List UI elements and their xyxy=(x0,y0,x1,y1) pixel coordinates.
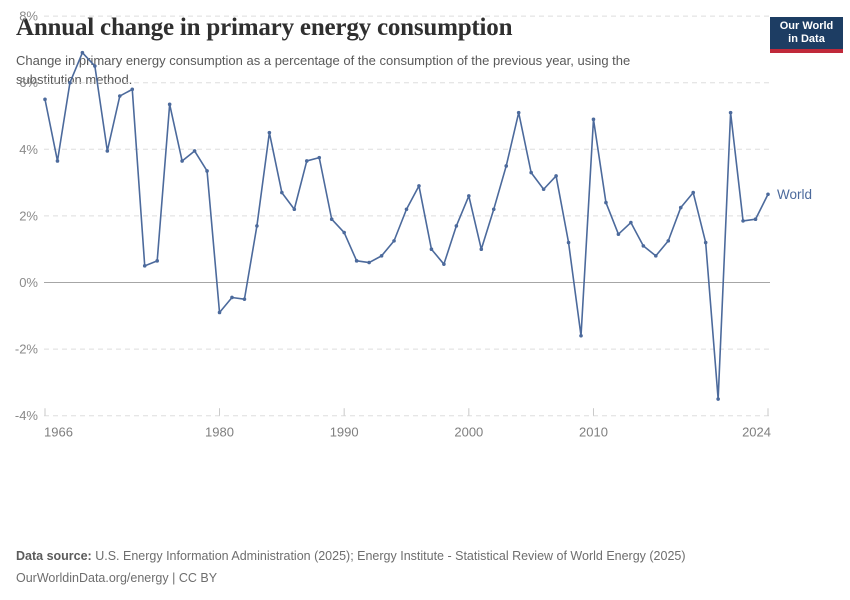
x-axis-label: 2000 xyxy=(454,425,483,440)
data-point-marker[interactable] xyxy=(105,149,110,153)
data-point-marker[interactable] xyxy=(280,190,284,195)
data-point-marker[interactable] xyxy=(192,149,197,153)
data-point-marker[interactable] xyxy=(678,205,683,210)
y-axis-label: 8% xyxy=(19,9,38,24)
data-point-marker[interactable] xyxy=(616,232,621,237)
data-point-marker[interactable] xyxy=(93,64,97,68)
data-point-marker[interactable] xyxy=(604,200,608,205)
data-source-label: Data source: xyxy=(16,549,92,563)
data-point-marker[interactable] xyxy=(554,174,558,178)
data-source-text: U.S. Energy Information Administration (… xyxy=(95,549,686,563)
data-point-marker[interactable] xyxy=(716,397,720,401)
data-point-marker[interactable] xyxy=(379,254,384,258)
x-axis-label: 1990 xyxy=(330,425,359,440)
y-axis-label: 2% xyxy=(19,208,38,223)
data-point-marker[interactable] xyxy=(367,260,371,265)
data-point-marker[interactable] xyxy=(217,310,222,315)
data-point-marker[interactable] xyxy=(392,239,396,243)
data-point-marker[interactable] xyxy=(703,240,708,245)
x-axis-label: 2010 xyxy=(579,425,608,440)
chart-subtitle-line2: substitution method. xyxy=(16,72,133,87)
data-point-marker[interactable] xyxy=(155,259,159,263)
data-point-marker[interactable] xyxy=(766,192,770,197)
license-separator: | xyxy=(172,571,176,585)
data-point-marker[interactable] xyxy=(117,94,122,98)
data-point-marker[interactable] xyxy=(479,247,484,252)
data-point-marker[interactable] xyxy=(329,217,334,222)
owid-url-link[interactable]: OurWorldinData.org/energy xyxy=(16,571,169,585)
data-point-marker[interactable] xyxy=(741,219,745,223)
data-point-marker[interactable] xyxy=(342,230,346,235)
data-point-marker[interactable] xyxy=(491,207,496,212)
data-point-marker[interactable] xyxy=(417,184,421,188)
y-axis-label: -4% xyxy=(15,408,39,423)
data-point-marker[interactable] xyxy=(292,207,297,212)
x-axis-label: 1980 xyxy=(205,425,234,440)
owid-logo[interactable]: Our World in Data xyxy=(770,17,843,53)
data-point-marker[interactable] xyxy=(541,187,546,192)
data-point-marker[interactable] xyxy=(142,264,147,268)
data-point-marker[interactable] xyxy=(242,297,247,301)
license-line: OurWorldinData.org/energy | CC BY xyxy=(16,567,816,589)
data-point-marker[interactable] xyxy=(591,117,596,122)
data-point-marker[interactable] xyxy=(728,110,733,115)
data-point-marker[interactable] xyxy=(180,159,184,163)
data-point-marker[interactable] xyxy=(230,295,234,300)
data-point-marker[interactable] xyxy=(130,87,135,92)
data-point-marker[interactable] xyxy=(304,159,309,163)
data-point-marker[interactable] xyxy=(504,164,509,168)
data-point-marker[interactable] xyxy=(80,50,85,55)
data-point-marker[interactable] xyxy=(467,194,471,198)
x-axis-label: 1966 xyxy=(44,425,73,440)
data-point-marker[interactable] xyxy=(255,224,259,228)
data-point-marker[interactable] xyxy=(654,254,658,258)
data-point-marker[interactable] xyxy=(354,259,359,263)
data-point-marker[interactable] xyxy=(55,159,60,163)
data-point-marker[interactable] xyxy=(404,207,409,212)
owid-logo-line2: in Data xyxy=(788,33,825,45)
data-point-marker[interactable] xyxy=(205,169,209,173)
data-point-marker[interactable] xyxy=(267,130,272,135)
world-series-label[interactable]: World xyxy=(777,187,812,202)
y-axis-label: -2% xyxy=(15,342,39,357)
data-point-marker[interactable] xyxy=(442,262,446,266)
license-link[interactable]: CC BY xyxy=(178,571,218,585)
chart-footer: Data source: U.S. Energy Information Adm… xyxy=(16,545,816,589)
data-point-marker[interactable] xyxy=(579,333,583,338)
data-point-marker[interactable] xyxy=(666,239,671,243)
data-source-line: Data source: U.S. Energy Information Adm… xyxy=(16,545,816,567)
data-point-marker[interactable] xyxy=(753,217,758,222)
data-point-marker[interactable] xyxy=(317,155,322,160)
chart-subtitle: Change in primary energy consumption as … xyxy=(16,51,756,89)
data-point-marker[interactable] xyxy=(529,170,533,175)
y-axis-label: 6% xyxy=(19,75,38,90)
data-point-marker[interactable] xyxy=(566,240,571,245)
data-point-marker[interactable] xyxy=(429,247,434,252)
data-point-marker[interactable] xyxy=(43,97,47,102)
data-point-marker[interactable] xyxy=(629,220,633,225)
page-title: Annual change in primary energy consumpt… xyxy=(16,14,513,41)
chart-canvas[interactable]: 8% 6% 4% 2% 0% -2% -4% 1966 1980 1990 2000 2010 2024… xyxy=(0,0,850,450)
data-point-marker[interactable] xyxy=(516,110,521,115)
y-axis-label: 0% xyxy=(19,275,38,290)
data-point-marker[interactable] xyxy=(167,102,172,107)
y-axis-label: 4% xyxy=(19,142,38,157)
data-point-marker[interactable] xyxy=(454,224,459,228)
x-axis-label: 2024 xyxy=(742,425,771,440)
chart-subtitle-line1: Change in primary energy consumption as … xyxy=(16,53,631,68)
world-line[interactable] xyxy=(44,51,769,400)
data-point-marker[interactable] xyxy=(68,80,72,85)
data-point-marker[interactable] xyxy=(641,244,646,248)
data-point-marker[interactable] xyxy=(691,190,696,195)
owid-logo-line1: Our World xyxy=(779,20,834,32)
